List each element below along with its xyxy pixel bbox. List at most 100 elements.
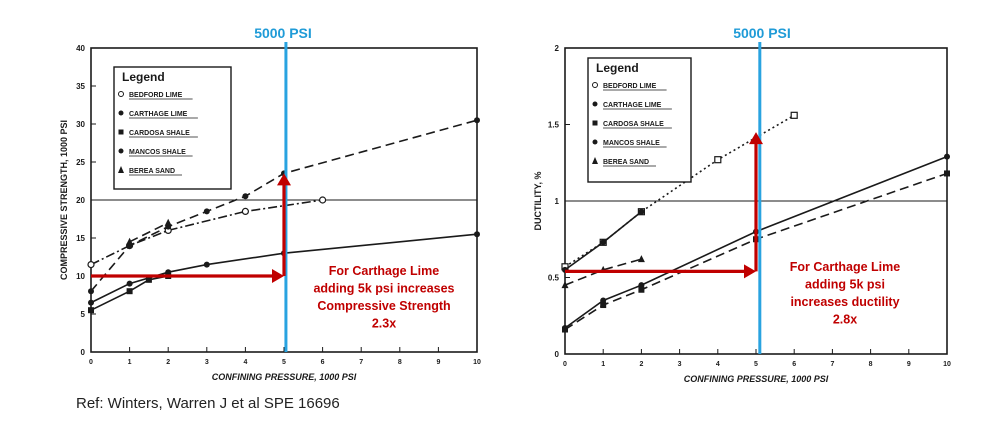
data-point <box>600 239 607 246</box>
data-point <box>242 193 249 200</box>
x-tick-label: 7 <box>830 361 834 368</box>
data-point <box>637 255 645 263</box>
x-tick-label: 9 <box>436 359 440 366</box>
legend-marker <box>592 101 598 107</box>
legend-entry: BEDFORD LIME <box>129 92 183 99</box>
legend-entry: BEREA SAND <box>603 159 649 166</box>
legend-title: Legend <box>122 70 165 84</box>
legend-marker <box>592 139 598 145</box>
data-point <box>561 281 569 289</box>
legend-marker <box>592 82 598 88</box>
y-tick-label: 0.5 <box>548 274 560 283</box>
x-tick-label: 9 <box>907 361 911 368</box>
data-point <box>474 117 480 124</box>
legend: Legend BEDFORD LIME CARTHAGE LIME CARDOSA S… <box>587 57 692 183</box>
series-mancos-shale <box>562 208 645 273</box>
x-tick-label: 2 <box>166 359 170 366</box>
annotation-line: adding 5k psi increases <box>313 282 454 296</box>
series-line <box>129 222 169 243</box>
x-tick-label: 8 <box>398 359 402 366</box>
x-tick-label: 4 <box>716 361 720 368</box>
chart-right: 0 1 2 3 4 5 6 7 8 9 10 0 0.5 1 1.5 2 CONFINING PRESSURE,… <box>533 25 951 384</box>
annotation-line: 2.8x <box>833 313 857 327</box>
annotation-line: adding 5k psi <box>805 278 885 292</box>
legend-entry: CARDOSA SHALE <box>129 130 190 137</box>
legend-box <box>587 57 692 183</box>
legend-entry: BEREA SAND <box>129 168 175 175</box>
x-tick-label: 0 <box>563 361 567 368</box>
data-point <box>638 282 645 289</box>
data-point <box>126 280 133 287</box>
y-tick-label: 1 <box>555 197 560 206</box>
legend-entry: BEDFORD LIME <box>603 83 657 90</box>
legend-entry: CARTHAGE LIME <box>603 102 662 109</box>
y-tick-label: 20 <box>76 196 85 205</box>
x-tick-label: 2 <box>639 361 643 368</box>
data-point <box>87 261 95 269</box>
vline-label: 5000 PSI <box>254 25 312 41</box>
data-point <box>126 237 134 245</box>
arrow-head-up <box>749 132 763 145</box>
y-tick-label: 0 <box>81 348 86 357</box>
data-point <box>638 286 645 293</box>
arrow-head-right <box>744 264 756 279</box>
legend: Legend BEDFORD LIME CARTHAGE LIME CARDOSA S… <box>113 66 232 190</box>
y-tick-label: 15 <box>76 234 85 243</box>
y-tick-label: 10 <box>76 272 85 281</box>
legend-entry: CARDOSA SHALE <box>603 121 664 128</box>
series-line <box>90 233 478 304</box>
chart-left: 0 1 2 3 4 5 6 7 8 9 10 0 5 10 15 20 25 30 35 40 CONFINING PR… <box>59 25 481 382</box>
x-tick-label: 5 <box>282 359 286 366</box>
y-tick-label: 5 <box>81 310 86 319</box>
x-axis-label: CONFINING PRESSURE, 1000 PSI <box>684 374 829 384</box>
data-point <box>164 218 172 226</box>
legend-box <box>113 66 232 190</box>
x-tick-label: 4 <box>243 359 247 366</box>
legend-marker <box>118 110 124 116</box>
data-point <box>145 276 152 283</box>
y-tick-label: 0 <box>555 350 560 359</box>
legend-marker <box>118 166 124 173</box>
legend-marker <box>118 148 124 154</box>
y-tick-label: 35 <box>76 82 85 91</box>
series-bedford-lime <box>87 196 327 269</box>
annotation-line: For Carthage Lime <box>329 264 439 278</box>
series-line <box>90 275 169 311</box>
annotation-line: Compressive Strength <box>317 299 450 313</box>
data-point <box>944 170 950 177</box>
data-point <box>126 288 133 295</box>
reference-text: Ref: Winters, Warren J et al SPE 16696 <box>76 395 340 412</box>
legend-entry: MANCOS SHALE <box>603 140 660 147</box>
y-tick-label: 30 <box>76 120 85 129</box>
x-tick-label: 10 <box>943 361 951 368</box>
arrow-head-right <box>272 269 284 283</box>
y-axis-label: COMPRESSIVE STRENGTH, 1000 PSI <box>59 120 69 280</box>
data-point <box>638 208 645 215</box>
data-point <box>600 302 607 309</box>
data-point <box>88 307 94 314</box>
annotation-line: For Carthage Lime <box>790 260 900 274</box>
data-point <box>790 111 798 119</box>
legend-entry: CARTHAGE LIME <box>129 111 188 118</box>
x-tick-label: 10 <box>473 359 481 366</box>
data-point <box>241 207 249 215</box>
x-tick-label: 6 <box>792 361 796 368</box>
x-tick-label: 1 <box>601 361 605 368</box>
legend-marker <box>592 157 598 164</box>
data-point <box>944 153 950 160</box>
legend-marker <box>118 91 124 97</box>
legend-entry: MANCOS SHALE <box>129 149 186 156</box>
y-tick-label: 1.5 <box>548 121 560 130</box>
x-axis-label: CONFINING PRESSURE, 1000 PSI <box>212 372 357 382</box>
data-point <box>474 231 480 238</box>
y-tick-label: 2 <box>555 44 560 53</box>
annotation-line: increases ductility <box>790 295 899 309</box>
x-tick-label: 5 <box>754 361 758 368</box>
x-tick-label: 8 <box>869 361 873 368</box>
legend-title: Legend <box>596 61 639 75</box>
vline-label: 5000 PSI <box>733 25 791 41</box>
data-point <box>714 156 722 164</box>
arrow-head-up <box>277 173 291 186</box>
